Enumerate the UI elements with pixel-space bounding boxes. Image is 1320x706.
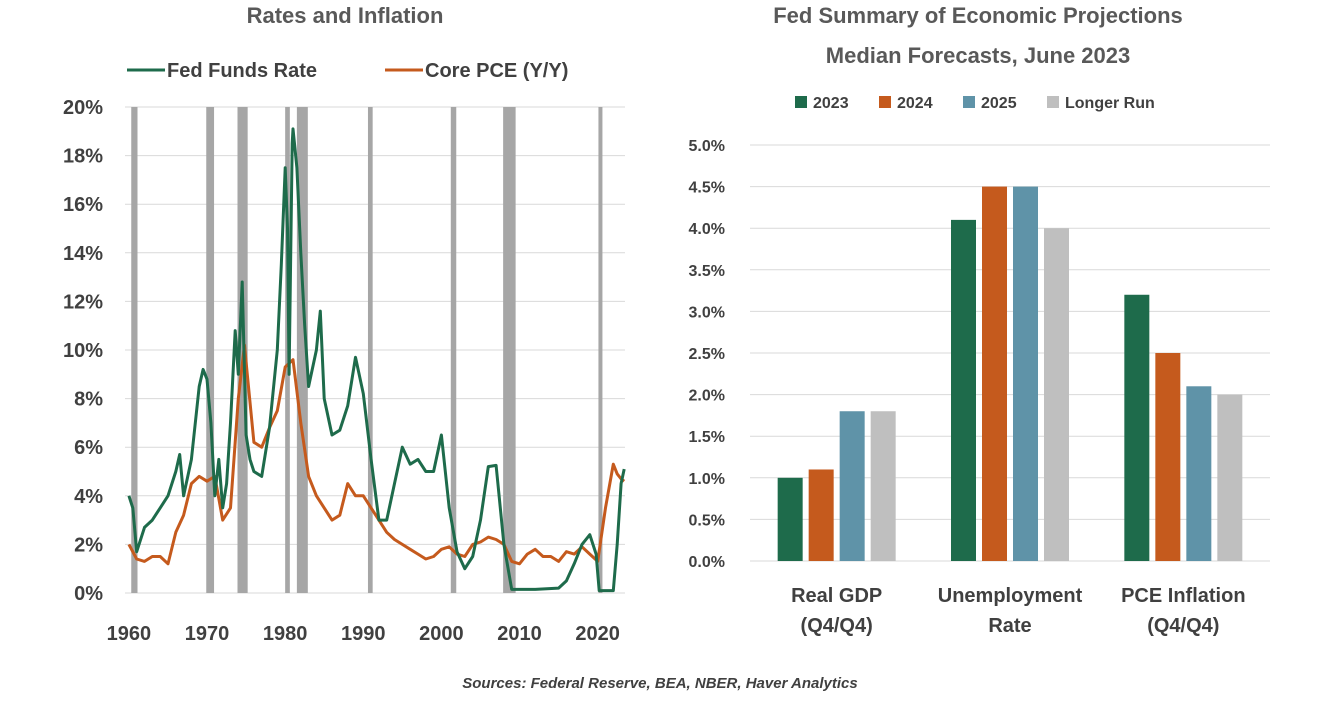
y-tick-label: 2% — [74, 534, 103, 556]
right-chart-y-axis: 0.0% 0.5% 1.0% 1.5% 2.0% 2.5% 3.0% 3.5% 4.0% 4.5%… — [689, 138, 725, 571]
source-note: Sources: Federal Reserve, BEA, NBER, Hav… — [462, 675, 857, 692]
category-label: Unemployment Rate — [938, 585, 1083, 637]
x-tick-label: 2000 — [419, 623, 464, 645]
left-chart-series — [127, 127, 626, 593]
y-tick-label: 16% — [63, 194, 103, 216]
y-tick-label: 0.5% — [689, 512, 725, 529]
y-tick-label: 14% — [63, 243, 103, 265]
y-tick-label: 12% — [63, 291, 103, 313]
right-chart-gridlines — [750, 144, 1270, 562]
x-tick-label: 1980 — [263, 623, 308, 645]
series-line — [127, 343, 626, 566]
left-chart-gridlines — [125, 106, 625, 594]
rates-inflation-chart: Rates and Inflation Fed Funds Rate Core P… — [63, 3, 626, 645]
right-chart-bars — [777, 186, 1243, 561]
bar — [1155, 353, 1181, 561]
bar — [870, 411, 896, 561]
bar — [1013, 186, 1038, 561]
y-tick-label: 6% — [74, 437, 103, 459]
bar — [1124, 294, 1150, 561]
x-tick-label: 1970 — [185, 623, 230, 645]
recession-band — [367, 107, 373, 593]
y-tick-label: 2.0% — [689, 388, 725, 405]
recession-band — [206, 107, 215, 593]
legend-label: Longer Run — [1065, 95, 1155, 112]
legend-label: Core PCE (Y/Y) — [425, 60, 568, 82]
legend-label: 2023 — [813, 95, 849, 112]
bar — [808, 469, 834, 561]
right-chart-legend: 2023 2024 2025 Longer Run — [795, 95, 1155, 112]
recession-band — [450, 107, 457, 593]
series-line — [127, 127, 626, 593]
legend-swatch — [1047, 96, 1059, 108]
legend-label: 2025 — [981, 95, 1017, 112]
x-tick-label: 2020 — [575, 623, 620, 645]
left-chart-y-axis: 0% 2% 4% 6% 8% 10% 12% 14% 16% 18% 20% — [63, 97, 103, 605]
legend-label: Fed Funds Rate — [167, 60, 317, 82]
recession-band — [598, 107, 603, 593]
x-tick-label: 1990 — [341, 623, 386, 645]
recession-band — [296, 107, 308, 593]
sep-projections-chart: Fed Summary of Economic Projections Medi… — [689, 3, 1270, 637]
y-tick-label: 5.0% — [689, 138, 725, 155]
legend-swatch — [879, 96, 891, 108]
y-tick-label: 4.5% — [689, 180, 725, 197]
y-tick-label: 18% — [63, 146, 103, 168]
bar — [982, 186, 1007, 561]
bar — [1186, 386, 1212, 561]
recession-band — [131, 107, 138, 593]
right-chart-title: Fed Summary of Economic Projections — [773, 3, 1183, 28]
y-tick-label: 2.5% — [689, 346, 725, 363]
y-tick-label: 0% — [74, 583, 103, 605]
y-tick-label: 4% — [74, 486, 103, 508]
x-tick-label: 2010 — [497, 623, 542, 645]
category-label: PCE Inflation (Q4/Q4) — [1121, 585, 1245, 637]
y-tick-label: 3.5% — [689, 263, 725, 280]
legend-swatch — [795, 96, 807, 108]
category-label: Real GDP (Q4/Q4) — [791, 585, 882, 637]
left-chart-x-axis: 1960 1970 1980 1990 2000 2010 2020 — [107, 623, 620, 645]
bar — [777, 477, 803, 561]
y-tick-label: 1.5% — [689, 429, 725, 446]
x-tick-label: 1960 — [107, 623, 152, 645]
bar — [839, 411, 865, 561]
left-chart-legend: Fed Funds Rate Core PCE (Y/Y) — [127, 60, 568, 82]
left-chart-title: Rates and Inflation — [247, 3, 444, 28]
y-tick-label: 0.0% — [689, 554, 725, 571]
y-tick-label: 20% — [63, 97, 103, 119]
recession-band — [503, 107, 516, 593]
y-tick-label: 3.0% — [689, 304, 725, 321]
y-tick-label: 10% — [63, 340, 103, 362]
bar — [1217, 394, 1243, 561]
bar — [1044, 228, 1069, 561]
y-tick-label: 1.0% — [689, 471, 725, 488]
right-chart-subtitle: Median Forecasts, June 2023 — [826, 43, 1130, 68]
legend-swatch — [963, 96, 975, 108]
right-chart-x-axis: Real GDP (Q4/Q4) Unemployment Rate PCE Infla… — [791, 585, 1245, 637]
y-tick-label: 8% — [74, 389, 103, 411]
bar — [951, 219, 976, 561]
y-tick-label: 4.0% — [689, 221, 725, 238]
legend-label: 2024 — [897, 95, 933, 112]
